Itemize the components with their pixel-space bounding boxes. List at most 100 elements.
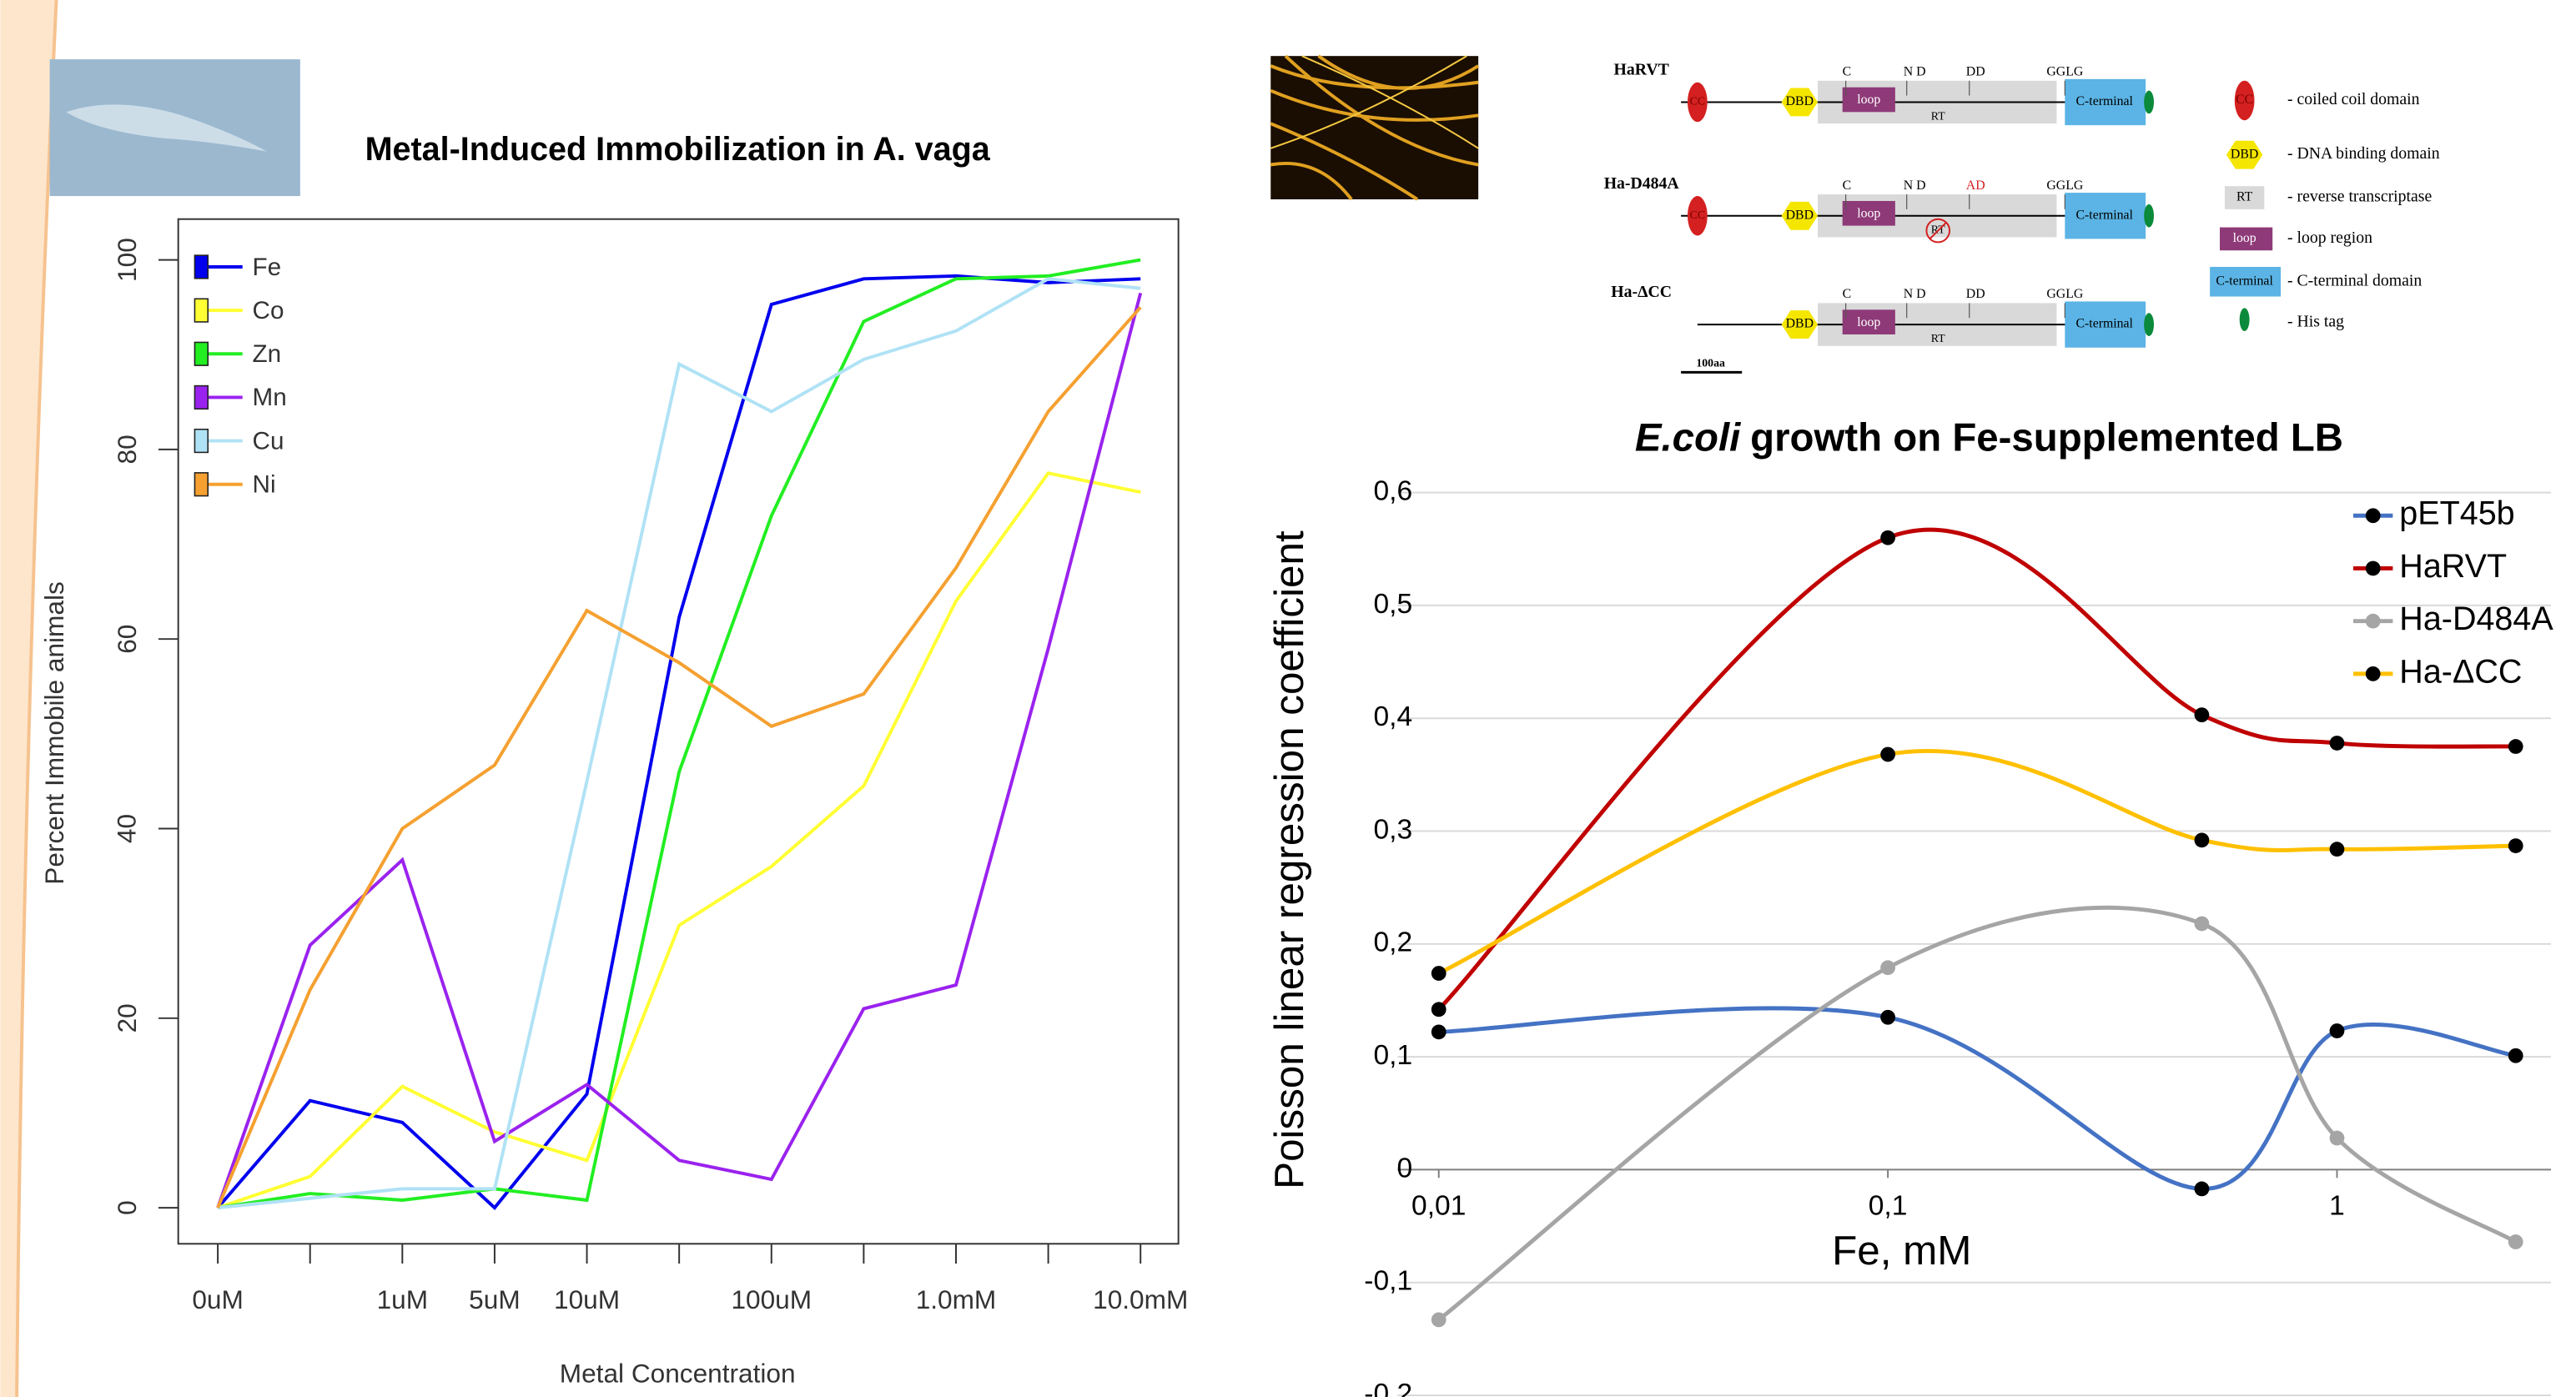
cterm-label: C-terminal <box>2076 317 2134 331</box>
series-line <box>1439 907 2516 1319</box>
legend-label: Ha-D484A <box>2399 601 2553 637</box>
legend-text: - His tag <box>2287 313 2344 331</box>
y-tick-label: 40 <box>112 814 142 843</box>
cc-label: CC <box>1690 209 1705 221</box>
legend-swatch <box>194 430 208 453</box>
data-point <box>1880 530 1895 545</box>
legend-marker <box>2366 666 2381 681</box>
y-tick-label: 0 <box>112 1200 142 1215</box>
x-axis-label: Metal Concentration <box>560 1359 796 1389</box>
chart-title: Metal-Induced Immobilization in A. vaga <box>365 131 991 168</box>
legend-label: Mn <box>253 384 287 411</box>
motif-label: DD <box>1966 65 1985 79</box>
x-tick-label: 0,01 <box>1411 1191 1466 1222</box>
legend-marker <box>2366 614 2381 629</box>
y-tick-label: 0,2 <box>1373 927 1412 958</box>
legend-icon-label: CC <box>2236 93 2253 107</box>
title-part: growth on Fe-supplemented LB <box>1750 415 2343 460</box>
motif-label: C <box>1843 287 1852 301</box>
his-tag <box>2144 204 2154 228</box>
x-tick-label: 0,1 <box>1869 1191 1908 1222</box>
legend-icon-label: C-terminal <box>2216 274 2273 288</box>
data-point <box>2195 917 2210 932</box>
y-tick-label: 0,1 <box>1373 1040 1412 1071</box>
loop-label: loop <box>1857 206 1880 220</box>
data-point <box>1431 1312 1446 1327</box>
series-line <box>218 260 1140 1209</box>
y-tick-label: 0 <box>1396 1153 1412 1183</box>
page: {"chart_data":[ {"type":"line","title":"… <box>0 0 2576 1397</box>
data-point <box>2330 842 2345 857</box>
legend-label: Co <box>253 297 284 324</box>
motif-label: GGLG <box>2046 287 2083 301</box>
legend-text: - DNA binding domain <box>2287 144 2440 163</box>
legend-label: Ha-ΔCC <box>2399 653 2522 690</box>
cc-label: CC <box>1690 95 1705 108</box>
construct-name: Ha-ΔCC <box>1611 283 1672 301</box>
y-tick-label: 20 <box>112 1003 142 1033</box>
y-tick-label: 0,5 <box>1373 589 1412 620</box>
data-point <box>1880 747 1895 762</box>
legend-label: pET45b <box>2399 495 2514 532</box>
y-axis-label: Poisson linear regression coefficient <box>1266 530 1312 1189</box>
data-point <box>2508 1048 2523 1063</box>
legend-label: Fe <box>253 254 282 281</box>
legend-swatch <box>194 342 208 365</box>
motif-label: N D <box>1904 178 1926 193</box>
cterm-label: C-terminal <box>2076 94 2134 108</box>
legend-text: - C-terminal domain <box>2287 271 2422 289</box>
y-axis-label: Percent Immobile animals <box>39 581 69 884</box>
series-line <box>1439 530 2516 1009</box>
immobilization-chart: Metal-Induced Immobilization in A. vaga 0… <box>39 131 1188 1389</box>
y-tick-label: -0,2 <box>1364 1379 1412 1397</box>
x-tick-label: 10.0mM <box>1093 1284 1188 1314</box>
scale-label: 100aa <box>1696 357 1725 369</box>
legend-label: Zn <box>253 340 282 368</box>
data-point <box>1431 1024 1446 1039</box>
data-point <box>2508 1234 2523 1249</box>
dbd-label: DBD <box>1786 94 1814 108</box>
motif-label: N D <box>1904 287 1926 301</box>
legend-label: Cu <box>253 427 284 455</box>
y-tick-label: 0,3 <box>1373 814 1412 845</box>
x-tick-label: 0uM <box>192 1284 243 1314</box>
legend-marker <box>2366 508 2381 523</box>
motif-label: GGLG <box>2046 65 2083 79</box>
legend-icon-label: loop <box>2233 231 2257 245</box>
legend-text: - coiled coil domain <box>2287 90 2420 108</box>
legend-swatch <box>194 386 208 410</box>
data-point <box>1880 1010 1895 1025</box>
construct-name: HaRVT <box>1614 60 1669 78</box>
legend-marker <box>2366 561 2381 576</box>
legend-icon-label: RT <box>2236 190 2253 204</box>
construct-name: Ha-D484A <box>1604 174 1680 193</box>
x-axis-label: Fe, mM <box>1832 1228 1971 1274</box>
y-tick-label: 80 <box>112 435 142 464</box>
rotifer-photo <box>50 59 300 196</box>
his-tag <box>2144 313 2154 336</box>
x-tick-label: 1 <box>2329 1191 2345 1222</box>
x-tick-label: 1.0mM <box>916 1284 997 1314</box>
his-tag <box>2144 91 2154 114</box>
dbd-label: DBD <box>1786 208 1814 222</box>
legend-text: - reverse transcriptase <box>2287 188 2433 206</box>
title-part: E.coli <box>1635 415 1741 460</box>
motif-label: GGLG <box>2046 178 2083 193</box>
x-tick-label: 5uM <box>469 1284 520 1314</box>
x-tick-label: 1uM <box>377 1284 428 1314</box>
data-point <box>1431 1002 1446 1017</box>
series-line <box>1439 1008 2516 1189</box>
legend-icon-label: DBD <box>2231 147 2258 161</box>
legend-label: Ni <box>253 471 276 499</box>
data-point <box>1880 960 1895 975</box>
motif-label: N D <box>1904 65 1926 79</box>
legend-swatch <box>194 299 208 322</box>
y-tick-label: 0,6 <box>1373 475 1412 506</box>
series-line <box>218 279 1140 1208</box>
series-line <box>218 307 1140 1208</box>
legend-swatch <box>194 473 208 496</box>
series-line <box>218 473 1140 1208</box>
data-point <box>1431 966 1446 981</box>
data-point <box>2330 736 2345 751</box>
